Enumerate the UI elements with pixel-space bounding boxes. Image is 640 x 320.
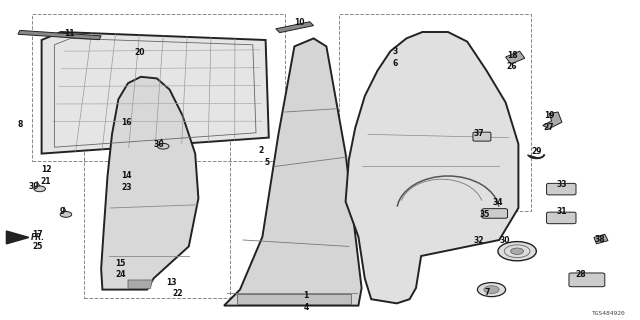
Text: 35: 35 xyxy=(480,210,490,219)
Circle shape xyxy=(157,143,169,149)
Circle shape xyxy=(484,286,499,293)
FancyBboxPatch shape xyxy=(569,273,605,287)
Polygon shape xyxy=(42,32,269,154)
Polygon shape xyxy=(18,30,101,40)
Text: 19: 19 xyxy=(544,111,554,120)
Polygon shape xyxy=(346,32,518,303)
Polygon shape xyxy=(224,38,362,306)
Circle shape xyxy=(60,212,72,217)
Polygon shape xyxy=(276,22,314,33)
Text: 38: 38 xyxy=(595,235,605,244)
Text: 9: 9 xyxy=(60,207,65,216)
Text: 13: 13 xyxy=(166,278,177,287)
Polygon shape xyxy=(6,231,29,244)
Text: 15: 15 xyxy=(115,259,125,268)
Circle shape xyxy=(498,242,536,261)
Text: 16: 16 xyxy=(122,118,132,127)
Text: 10: 10 xyxy=(294,18,305,27)
Text: 36: 36 xyxy=(154,140,164,149)
FancyBboxPatch shape xyxy=(547,212,576,224)
Text: 28: 28 xyxy=(576,270,586,279)
Text: 20: 20 xyxy=(134,48,145,57)
Circle shape xyxy=(477,283,506,297)
Text: 23: 23 xyxy=(122,183,132,192)
Text: 32: 32 xyxy=(474,236,484,245)
Text: 11: 11 xyxy=(64,29,74,38)
Text: 8: 8 xyxy=(18,120,23,129)
FancyBboxPatch shape xyxy=(547,183,576,195)
Text: 33: 33 xyxy=(557,180,567,189)
Text: 3: 3 xyxy=(393,47,398,56)
Circle shape xyxy=(511,248,524,254)
Text: TGS484920: TGS484920 xyxy=(592,311,626,316)
Text: 24: 24 xyxy=(115,270,125,279)
Polygon shape xyxy=(128,280,152,289)
Text: 22: 22 xyxy=(173,289,183,298)
Text: 18: 18 xyxy=(507,51,517,60)
Polygon shape xyxy=(101,77,198,290)
Text: 27: 27 xyxy=(544,123,554,132)
Text: FR.: FR. xyxy=(31,233,45,242)
Text: 7: 7 xyxy=(485,288,490,297)
Text: 4: 4 xyxy=(303,303,308,312)
FancyBboxPatch shape xyxy=(482,209,508,218)
Text: 25: 25 xyxy=(32,242,42,251)
Text: 5: 5 xyxy=(265,158,270,167)
Polygon shape xyxy=(237,294,351,304)
Text: 29: 29 xyxy=(531,147,541,156)
Polygon shape xyxy=(506,51,525,64)
FancyBboxPatch shape xyxy=(473,132,491,141)
Circle shape xyxy=(34,186,45,192)
Text: 6: 6 xyxy=(393,59,398,68)
Polygon shape xyxy=(543,112,562,129)
Text: 26: 26 xyxy=(507,62,517,71)
Text: 39: 39 xyxy=(28,182,38,191)
Text: 31: 31 xyxy=(557,207,567,216)
Text: 1: 1 xyxy=(303,292,308,300)
Text: 21: 21 xyxy=(41,177,51,186)
Text: 34: 34 xyxy=(493,198,503,207)
Text: 37: 37 xyxy=(474,129,484,138)
Polygon shape xyxy=(594,234,608,244)
Text: 30: 30 xyxy=(499,236,509,245)
Text: 12: 12 xyxy=(41,165,51,174)
Text: 14: 14 xyxy=(122,172,132,180)
Text: 2: 2 xyxy=(259,146,264,155)
Text: 17: 17 xyxy=(32,230,42,239)
